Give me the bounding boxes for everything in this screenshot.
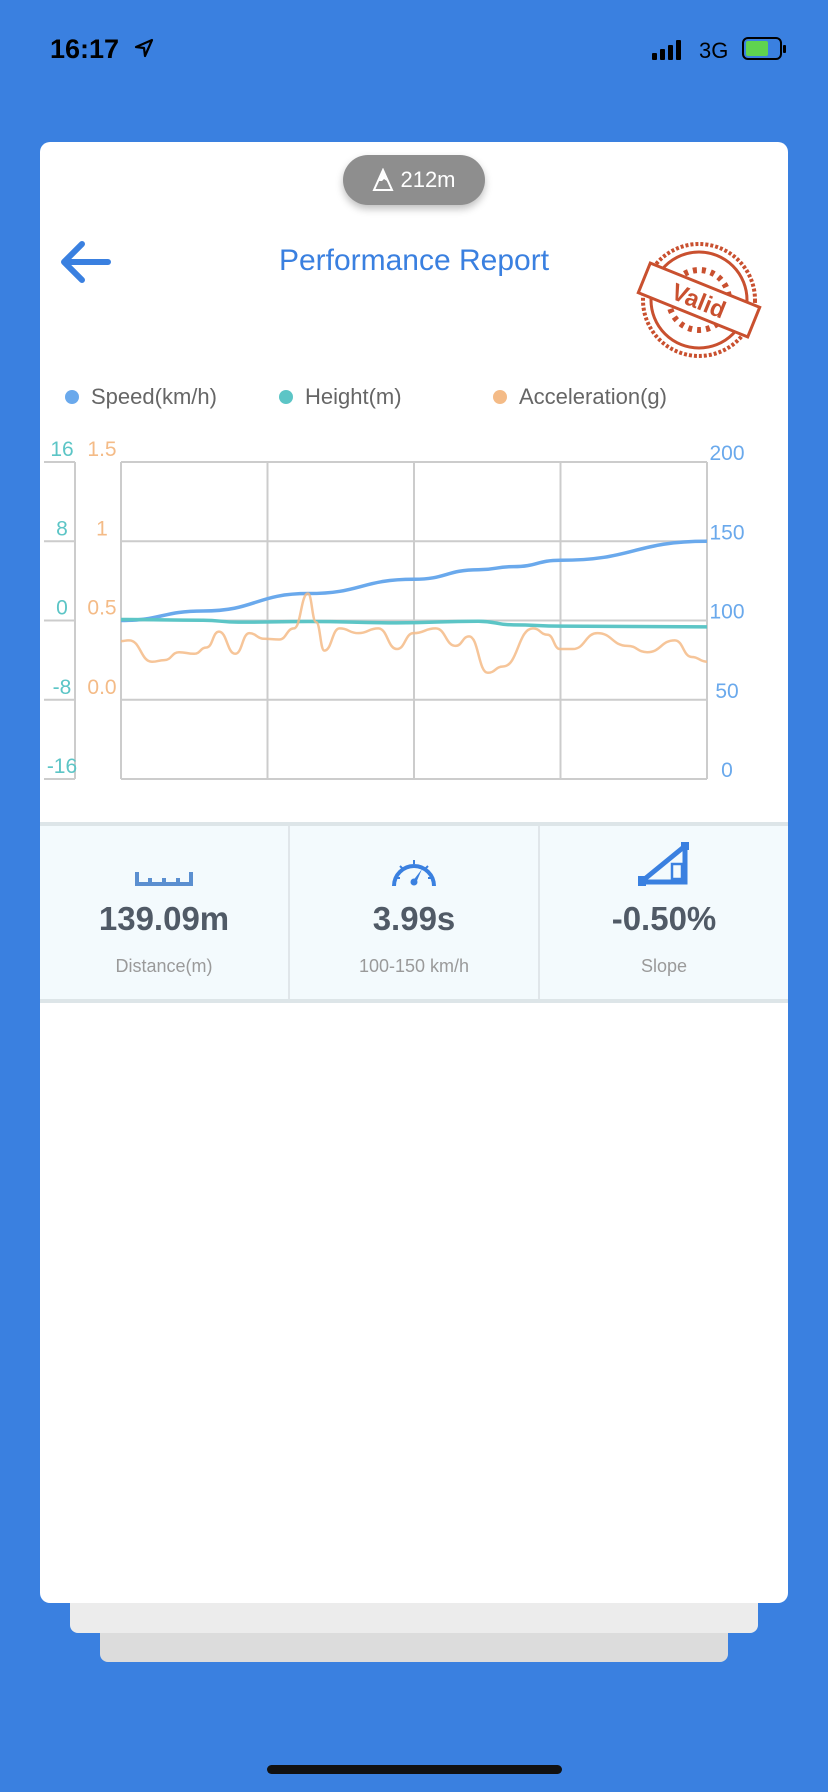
stat-value: 139.09m: [98, 900, 230, 937]
speed-series-line: [120, 539, 708, 623]
legend-speed[interactable]: Speed(km/h): [65, 384, 217, 410]
stats-panel: 139.09m Distance(m) 3.99s 100-150 km/h -…: [40, 822, 788, 1003]
speedometer-icon: [392, 860, 436, 886]
stat-label: 100-150 km/h: [358, 956, 470, 976]
height-tick-label: 8: [56, 517, 68, 540]
acceleration-tick-label: 1: [96, 517, 108, 540]
acceleration-tick-label: 0.5: [87, 597, 116, 620]
card-stack-shadow: [100, 1632, 728, 1662]
performance-chart: 16 8 0 -8 -16 1.5 1 0.5 0.0 200 150 100 50 0: [44, 438, 745, 782]
ruler-icon: [135, 872, 193, 886]
report-card: 212m Performance Report Valid Speed(km/h…: [40, 142, 788, 1603]
valid-stamp: Valid: [636, 242, 762, 358]
legend-acceleration[interactable]: Acceleration(g): [493, 384, 667, 410]
page-title: Performance Report: [278, 244, 550, 277]
legend-dot: [493, 390, 507, 404]
legend-dot: [65, 390, 79, 404]
back-arrow-icon[interactable]: [60, 240, 112, 284]
legend-height[interactable]: Height(m): [279, 384, 402, 410]
speed-tick-label: 200: [709, 442, 744, 465]
speed-tick-label: 50: [715, 680, 738, 703]
stat-value: 3.99s: [372, 900, 456, 937]
status-time: 16:17: [50, 34, 120, 64]
battery-icon: [742, 37, 786, 60]
height-tick-label: 0: [56, 597, 68, 620]
height-tick-label: -8: [53, 676, 72, 699]
home-indicator[interactable]: [267, 1765, 562, 1774]
slope-icon: [638, 842, 689, 886]
speed-tick-label: 150: [709, 521, 744, 544]
legend-label: Acceleration(g): [519, 384, 667, 409]
altitude-value: 212m: [400, 167, 456, 192]
location-arrow-icon: [134, 38, 154, 58]
speed-tick-label: 100: [709, 601, 744, 624]
acceleration-series-line: [120, 592, 708, 675]
stat-value: -0.50%: [611, 900, 717, 937]
legend-label: Speed(km/h): [91, 384, 217, 409]
height-tick-label: 16: [50, 438, 73, 461]
altitude-badge: 212m: [343, 155, 485, 205]
mountain-icon: [372, 168, 395, 191]
stat-label: Slope: [640, 956, 688, 976]
acceleration-tick-label: 1.5: [87, 438, 116, 461]
legend-dot: [279, 390, 293, 404]
stat-slope: -0.50% Slope: [538, 826, 788, 999]
stat-label: Distance(m): [115, 956, 213, 976]
stat-distance: 139.09m Distance(m): [40, 826, 288, 999]
legend-label: Height(m): [305, 384, 402, 409]
speed-tick-label: 0: [721, 759, 733, 782]
network-type: 3G: [699, 38, 729, 63]
signal-icon: [652, 38, 681, 60]
acceleration-tick-label: 0.0: [87, 676, 116, 699]
card-stack-shadow: [70, 1603, 758, 1633]
height-series-line: [120, 617, 708, 629]
stat-acceleration-time: 3.99s 100-150 km/h: [288, 826, 538, 999]
height-tick-label: -16: [47, 755, 77, 778]
